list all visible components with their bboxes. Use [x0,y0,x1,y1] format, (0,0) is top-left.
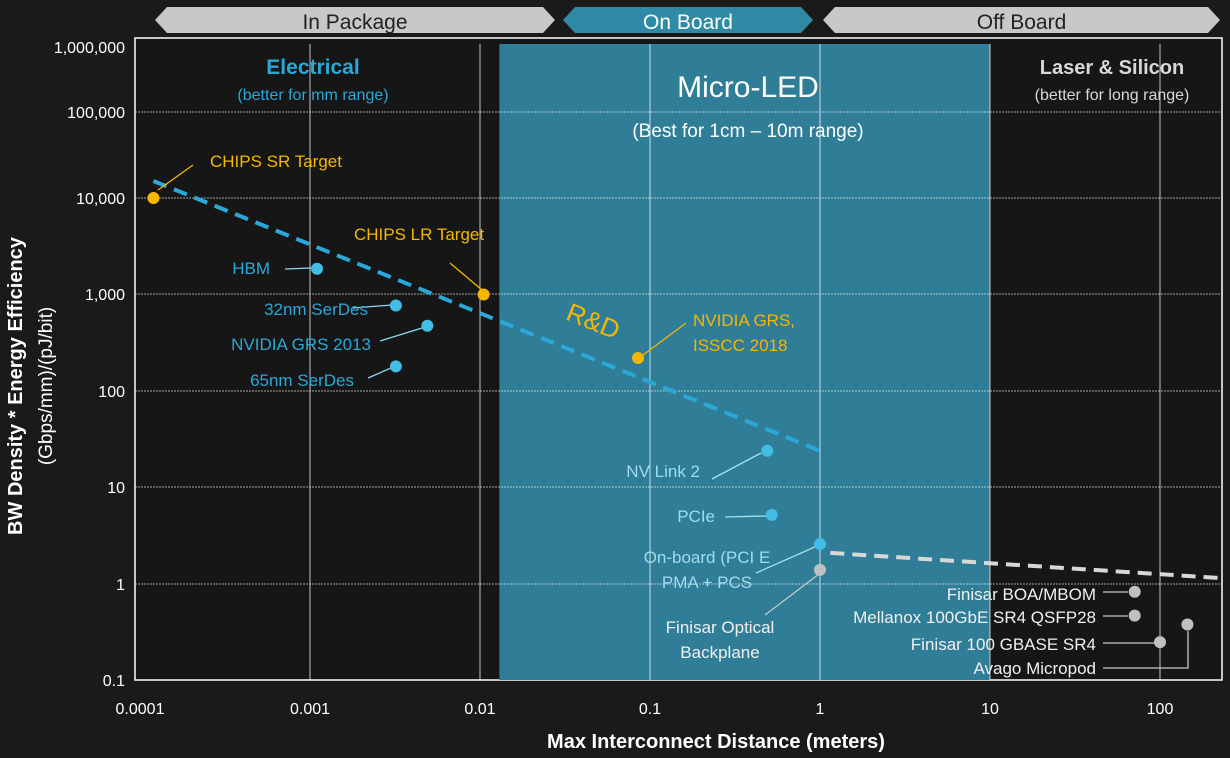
point-label: 65nm SerDes [250,371,354,390]
x-tick-label: 0.1 [639,701,661,718]
leader-line [764,573,820,616]
data-point [147,192,160,204]
x-tick-label: 0.01 [464,701,495,718]
x-tick-label: 10 [981,701,999,718]
data-point [814,563,826,576]
point-label: 32nm SerDes [264,300,368,319]
y-tick-label: 1,000 [85,287,125,304]
region-arrow [563,7,813,33]
point-label: NV Link 2 [626,462,700,481]
x-tick-label: 100 [1147,701,1174,718]
x-tick-label: 0.001 [290,701,330,718]
point-label: Finisar Optical [666,618,775,637]
data-point [1154,636,1166,649]
data-point [814,537,826,550]
data-points [147,192,1194,649]
y-axis-ticks: 0.1 1 10 100 1,000 10,000 100,000 1,000,000 [54,40,125,690]
y-tick-label: 1 [116,577,125,594]
leader-line [449,262,483,291]
data-point [765,508,778,521]
point-label: Avago Micropod [973,659,1096,678]
micro-led-zone [499,44,990,680]
point-label: Mellanox 100GbE SR4 QSFP28 [853,608,1096,627]
data-point [421,319,434,332]
region-arrow [155,7,555,33]
zone-laser-title: Laser & Silicon [1040,57,1185,79]
zone-microled-subtitle: (Best for 1cm – 10m range) [632,121,863,142]
x-axis-ticks: 0.0001 0.001 0.01 0.1 1 10 100 [116,701,1174,718]
zone-laser-subtitle: (better for long range) [1035,87,1190,104]
y-axis-label-units: (Gbps/mm)/(pJ/bit) [36,307,57,465]
leader-lines [157,164,1189,669]
point-label: NVIDIA GRS 2013 [231,335,371,354]
region-header: In Package On Board Off Board [155,7,1220,34]
data-point [1128,585,1141,598]
zone-electrical-title: Electrical [266,56,359,79]
point-label: Finisar BOA/MBOM [947,585,1096,604]
x-tick-label: 0.0001 [116,701,165,718]
point-label: PMA + PCS [662,573,752,592]
x-axis-label: Max Interconnect Distance (meters) [547,731,885,753]
point-label: Backplane [680,643,759,662]
rd-trend-line [152,179,821,453]
point-labels: CHIPS SR Target CHIPS LR Target HBM 32nm Se… [210,152,1096,678]
y-tick-label: 100,000 [67,105,125,122]
leader-line [711,452,762,480]
leader-line [1103,631,1189,669]
data-point [389,360,402,373]
y-tick-label: 10,000 [76,191,125,208]
point-label: CHIPS SR Target [210,152,342,171]
data-point [389,299,402,312]
leader-line [352,304,393,309]
leader-line [157,164,194,191]
region-arrow [823,7,1220,33]
data-point [477,288,490,301]
zone-electrical-subtitle: (better for mm range) [237,87,388,104]
region-label: On Board [643,11,733,34]
y-axis-label: BW Density * Energy Efficiency [5,236,27,535]
region-label: In Package [302,11,407,34]
x-tick-label: 1 [816,701,825,718]
data-point [311,262,324,275]
point-label: ISSCC 2018 [693,336,788,355]
point-label: PCIe [677,507,715,526]
point-label: On-board (PCI E [644,548,771,567]
leader-line [642,322,687,356]
point-label: NVIDIA GRS, [693,311,795,330]
leader-line [755,545,818,574]
y-tick-label: 1,000,000 [54,40,125,57]
data-point [632,351,645,364]
data-point [761,444,774,457]
leader-line [284,267,312,270]
leader-line [367,367,392,379]
trend-lines [152,179,1222,581]
region-label: Off Board [977,11,1067,34]
y-tick-label: 100 [98,384,125,401]
data-point [1181,618,1194,631]
leader-line [379,327,423,342]
point-label: Finisar 100 GBASE SR4 [911,635,1096,654]
point-label: HBM [232,259,270,278]
y-tick-label: 0.1 [103,673,125,690]
data-point [1128,609,1141,622]
point-label: CHIPS LR Target [354,225,484,244]
leader-line [724,515,767,518]
zone-microled-title: Micro-LED [677,71,819,104]
y-tick-label: 10 [107,480,125,497]
